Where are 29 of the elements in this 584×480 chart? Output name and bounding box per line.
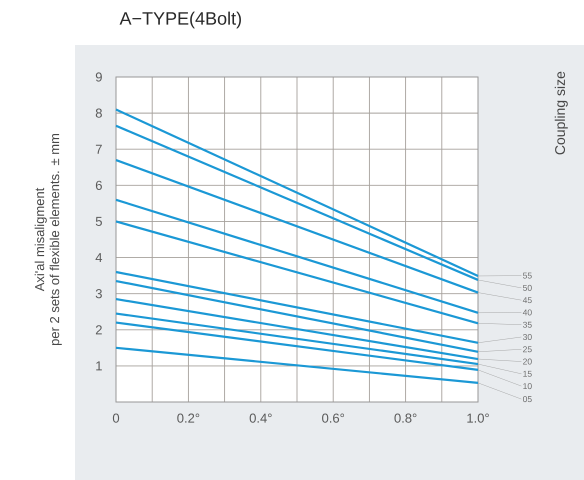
text: 55 xyxy=(522,272,532,279)
y-tick-label: 7 xyxy=(96,144,102,154)
y-tick-label: 2 xyxy=(96,325,102,334)
y-tick-label: 4 xyxy=(96,253,102,262)
text: 35 xyxy=(522,322,532,328)
x-tick-label: 0.8° xyxy=(394,414,416,423)
text: 20 xyxy=(523,358,532,365)
y-tick-label: 8 xyxy=(96,108,102,118)
text: 45 xyxy=(522,297,532,304)
y-tick-label: 6 xyxy=(96,180,102,190)
chart-title: A−TYPE(4Bolt) xyxy=(120,12,241,28)
legend-title: Coupling size xyxy=(554,72,568,154)
y-tick-label: 9 xyxy=(96,72,102,82)
text: 25 xyxy=(523,346,532,352)
text: 05 xyxy=(522,396,532,402)
text: 10 xyxy=(523,383,532,390)
text: 40 xyxy=(522,309,532,316)
x-tick-label: 0.6° xyxy=(322,414,344,423)
y-tick-label: 3 xyxy=(96,289,102,298)
x-tick-label: 0 xyxy=(112,414,120,423)
text: 15 xyxy=(523,370,532,377)
text: 30 xyxy=(522,334,532,340)
x-tick-label: 0.2° xyxy=(177,414,200,423)
x-tick-label: 0.4° xyxy=(250,414,272,423)
text: 50 xyxy=(522,284,532,291)
y-tick-label: 5 xyxy=(96,216,102,226)
y-tick-label: 1 xyxy=(96,361,102,370)
y-axis-title: Axi'al misaligment per 2 sets of flexible elements. ± mm xyxy=(34,134,62,346)
x-tick-label: 1.0° xyxy=(467,414,489,423)
